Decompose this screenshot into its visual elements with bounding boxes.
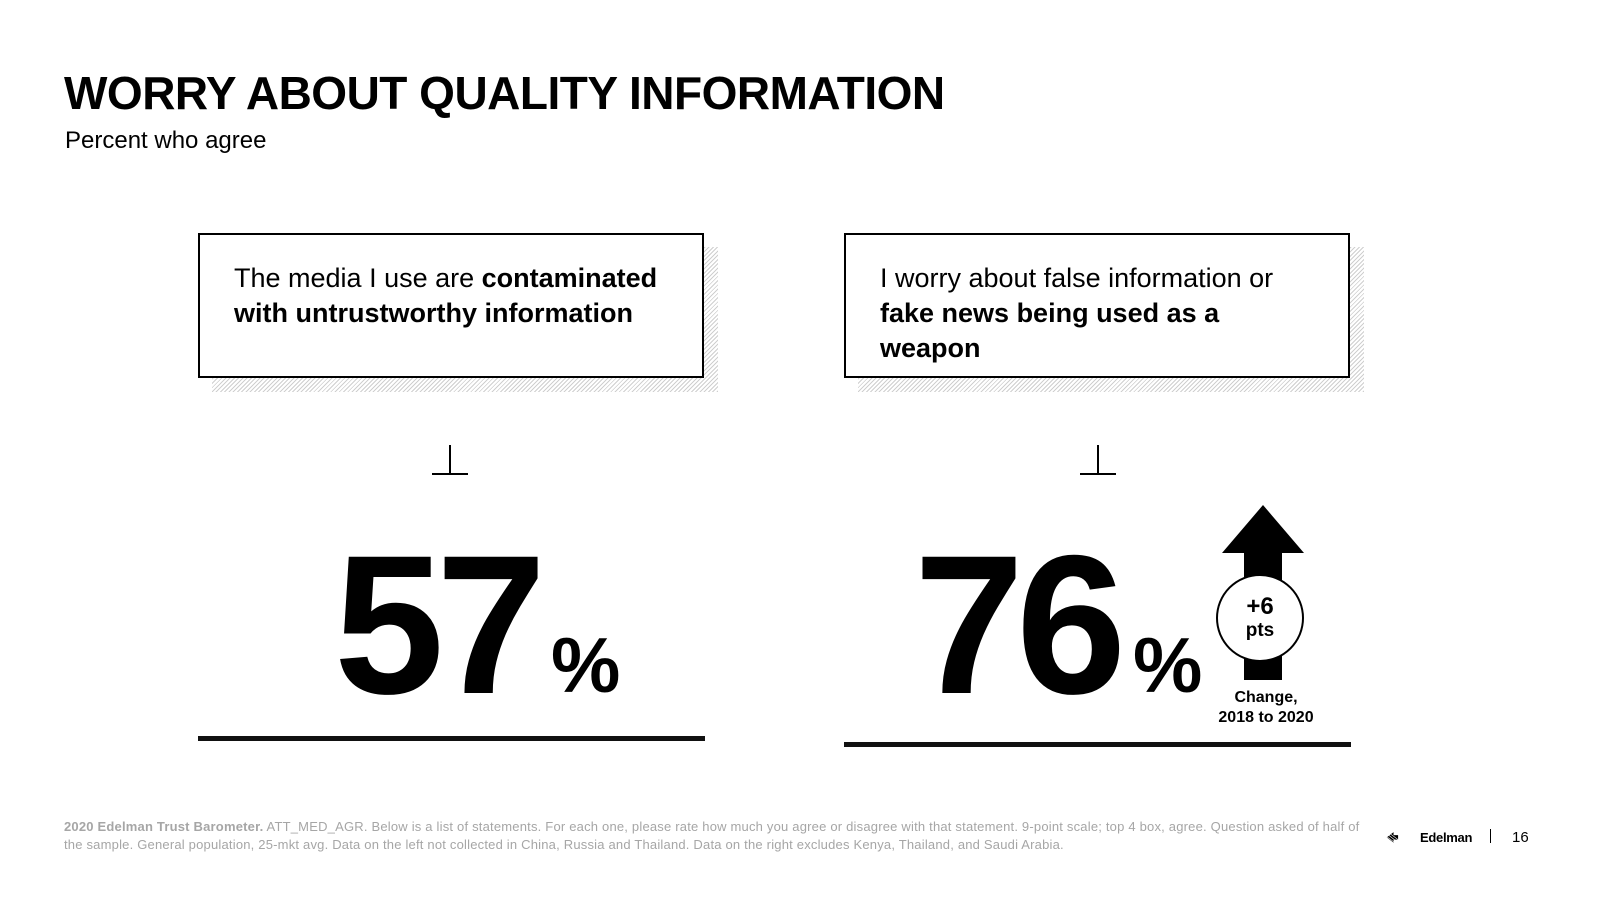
change-caption-line1: Change, [1234,689,1298,706]
edelman-logo-text: Edelman [1420,830,1473,845]
connector-tick-icon [432,445,468,475]
page-separator [1490,829,1491,843]
statement-text: I worry about false information or [880,263,1274,293]
edelman-logo-icon [1386,832,1399,843]
stat-unit: % [551,621,621,709]
change-caption: Change, 2018 to 2020 [1210,688,1322,728]
change-badge: +6 pts [1216,574,1304,662]
statement-text: The media I use are [234,263,482,293]
connector-tick-icon [1080,445,1116,475]
page-number: 16 [1512,829,1529,846]
stat-value: 57 [334,514,546,735]
source-footnote: 2020 Edelman Trust Barometer. ATT_MED_AG… [64,818,1364,853]
statement-emphasis: contaminated with untrustworthy informat… [234,263,658,328]
source-details: ATT_MED_AGR. Below is a list of statemen… [64,819,1360,852]
stat-value: 76 [914,514,1126,735]
statement-box: The media I use are contaminated with un… [198,233,704,378]
page-title: WORRY ABOUT QUALITY INFORMATION [64,67,945,119]
source-title: 2020 Edelman Trust Barometer. [64,819,264,834]
change-caption-line2: 2018 to 2020 [1218,709,1314,726]
statement-emphasis: fake news being used as a weapon [880,298,1220,363]
change-unit: pts [1245,620,1275,641]
stat-underline [198,736,705,741]
page-subtitle: Percent who agree [65,127,267,154]
stat-underline [844,742,1351,747]
change-value: +6 [1246,593,1274,620]
stat-unit: % [1133,621,1203,709]
statement-box: I worry about false information or fake … [844,233,1350,378]
